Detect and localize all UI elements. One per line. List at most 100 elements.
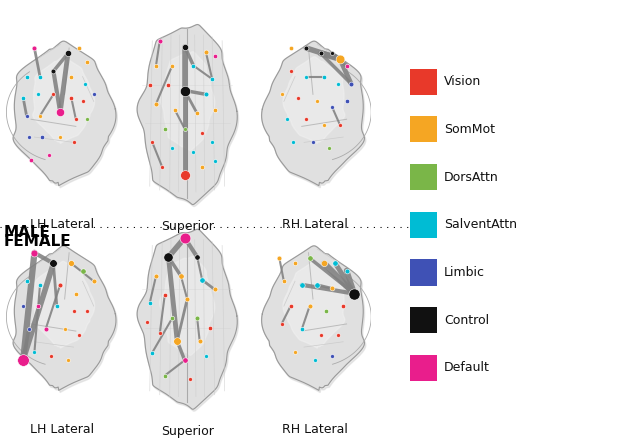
Point: [167, 144, 177, 151]
Point: [319, 121, 330, 128]
Point: [301, 73, 312, 80]
Point: [46, 352, 56, 360]
Point: [310, 356, 321, 363]
Point: [147, 349, 157, 356]
Point: [159, 291, 170, 299]
Point: [276, 320, 287, 328]
Point: [172, 338, 182, 345]
Point: [346, 80, 356, 87]
Polygon shape: [283, 57, 345, 143]
Polygon shape: [283, 262, 345, 348]
Point: [55, 281, 65, 288]
Point: [79, 80, 90, 87]
Point: [49, 68, 59, 75]
Point: [301, 116, 312, 123]
Point: [82, 308, 92, 315]
Polygon shape: [15, 248, 117, 392]
Point: [55, 134, 65, 141]
Point: [197, 163, 207, 170]
Point: [63, 356, 73, 363]
Polygon shape: [263, 248, 366, 392]
Point: [24, 326, 34, 333]
Point: [342, 267, 352, 274]
Point: [159, 125, 170, 132]
Point: [209, 106, 220, 113]
Point: [52, 303, 62, 310]
Point: [163, 81, 173, 88]
Point: [276, 91, 287, 98]
Polygon shape: [13, 41, 116, 186]
Point: [151, 100, 161, 107]
Point: [285, 68, 296, 75]
Bar: [410, 259, 437, 286]
Point: [342, 62, 352, 69]
Point: [180, 357, 190, 364]
Point: [145, 299, 155, 307]
Point: [201, 49, 211, 56]
Point: [188, 148, 198, 155]
Point: [312, 281, 323, 288]
Point: [167, 315, 177, 322]
Polygon shape: [137, 229, 237, 409]
Polygon shape: [138, 26, 239, 206]
Point: [88, 91, 99, 98]
Point: [188, 62, 198, 69]
Text: Default: Default: [444, 361, 490, 374]
Point: [312, 98, 323, 105]
Point: [37, 134, 47, 141]
Polygon shape: [138, 231, 239, 411]
Point: [209, 53, 220, 60]
Polygon shape: [33, 57, 95, 143]
Point: [297, 281, 307, 288]
Point: [151, 62, 161, 69]
Point: [18, 94, 28, 101]
Point: [290, 349, 300, 356]
Bar: [410, 164, 437, 190]
Point: [67, 260, 77, 267]
Polygon shape: [137, 24, 237, 205]
Point: [29, 349, 40, 356]
Point: [327, 103, 337, 110]
Text: MALE: MALE: [3, 225, 50, 240]
Point: [282, 116, 292, 123]
Point: [88, 278, 99, 285]
Point: [290, 260, 300, 267]
Point: [327, 50, 337, 57]
Polygon shape: [263, 43, 366, 188]
Point: [195, 338, 205, 345]
Point: [49, 91, 59, 98]
Point: [275, 255, 285, 262]
Point: [201, 353, 211, 360]
Text: LH Lateral: LH Lateral: [30, 423, 95, 436]
Point: [319, 73, 330, 80]
Point: [305, 303, 315, 310]
Point: [333, 331, 343, 338]
Text: FEMALE: FEMALE: [3, 234, 71, 249]
Point: [288, 139, 298, 146]
Point: [67, 94, 77, 101]
Point: [184, 376, 195, 383]
Polygon shape: [262, 246, 364, 390]
Point: [33, 303, 43, 310]
Point: [333, 80, 343, 87]
Point: [327, 352, 337, 360]
Point: [40, 326, 51, 333]
Text: Vision: Vision: [444, 75, 481, 88]
Point: [74, 44, 84, 52]
Point: [338, 303, 348, 310]
Point: [22, 112, 32, 119]
Point: [301, 44, 312, 52]
Point: [197, 129, 207, 136]
Point: [316, 331, 326, 338]
Point: [33, 91, 43, 98]
Point: [297, 326, 307, 333]
Point: [207, 76, 218, 83]
Point: [285, 303, 296, 310]
Text: RH Lateral: RH Lateral: [282, 218, 348, 231]
Point: [180, 234, 190, 241]
Point: [293, 94, 303, 101]
Point: [18, 303, 28, 310]
Point: [29, 44, 40, 52]
Point: [192, 253, 202, 260]
Text: LH Lateral: LH Lateral: [30, 218, 95, 231]
